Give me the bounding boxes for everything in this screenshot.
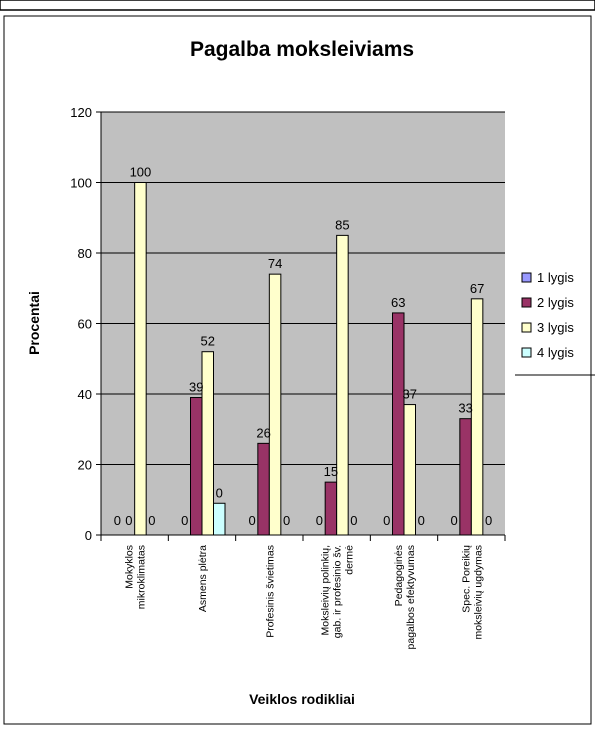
category-label-5: Spec. Poreikių moksleivių ugdymas [460, 545, 484, 640]
legend-entry-3: 4 lygis [537, 345, 574, 360]
category-label-line: Moksleivių polinkių, [320, 545, 332, 635]
legend-swatch-3 [521, 347, 532, 358]
legend-swatch-2 [521, 322, 532, 333]
bar-2-lygis-4 [392, 312, 405, 536]
category-label-3: Moksleivių polinkių, gab. ir profesinio š… [320, 545, 356, 638]
category-label-line: Asmens plėtra [197, 545, 209, 612]
data-label-3-lygis-3: 85 [335, 217, 349, 232]
data-label-3-lygis-1: 52 [201, 334, 215, 349]
category-label-line: Pedagoginės [393, 545, 405, 606]
category-label-line: pagalbos efektyvumas [405, 545, 417, 649]
data-label-4-lygis-5: 0 [485, 513, 492, 528]
data-label-1-lygis-5: 0 [450, 513, 457, 528]
bar-3-lygis-3 [336, 234, 349, 536]
category-label-0: Mokyklos mikroklimatas [124, 545, 148, 609]
data-label-1-lygis-1: 0 [181, 513, 188, 528]
data-label-3-lygis-5: 67 [470, 281, 484, 296]
data-label-2-lygis-1: 39 [189, 380, 203, 395]
bar-3-lygis-1 [201, 351, 214, 536]
data-label-1-lygis-2: 0 [248, 513, 255, 528]
category-label-line: Spec. Poreikių [460, 545, 472, 613]
category-label-2: Profesinis švietimas [264, 545, 276, 638]
legend-swatch-0 [521, 272, 532, 283]
data-label-3-lygis-4: 37 [403, 387, 417, 402]
data-label-3-lygis-2: 74 [268, 256, 282, 271]
bar-2-lygis-2 [257, 442, 270, 536]
bar-3-lygis-0 [134, 182, 147, 536]
bar-3-lygis-5 [470, 298, 484, 536]
y-tick-label-60: 60 [78, 317, 92, 332]
y-tick-label-40: 40 [78, 387, 92, 402]
category-label-line: gab. ir profesinio šv. [332, 545, 344, 638]
data-label-2-lygis-4: 63 [391, 295, 405, 310]
category-label-line: mikroklimatas [136, 545, 148, 609]
y-tick-label-120: 120 [70, 105, 92, 120]
bar-4-lygis-1 [213, 502, 226, 536]
data-label-2-lygis-5: 33 [458, 401, 472, 416]
bar-2-lygis-1 [190, 397, 203, 536]
data-label-1-lygis-0: 0 [114, 513, 121, 528]
category-label-line: moksleivių ugdymas [472, 545, 484, 640]
x-axis-label: Veiklos rodikliai [249, 691, 355, 707]
chart-title: Pagalba moksleiviams [190, 38, 414, 61]
bar-2-lygis-3 [324, 481, 338, 536]
bar-2-lygis-5 [459, 418, 472, 536]
category-label-line: Mokyklos [124, 545, 136, 589]
y-tick-label-80: 80 [78, 246, 92, 261]
category-label-line: dermė [344, 545, 356, 575]
data-label-4-lygis-0: 0 [148, 513, 155, 528]
category-label-4: Pedagoginės pagalbos efektyvumas [393, 545, 417, 649]
data-label-2-lygis-0: 0 [125, 513, 132, 528]
category-label-line: Profesinis švietimas [264, 545, 276, 638]
bar-3-lygis-4 [403, 404, 416, 536]
y-tick-label-0: 0 [85, 528, 92, 543]
data-label-3-lygis-0: 100 [130, 165, 152, 180]
data-label-1-lygis-4: 0 [383, 513, 390, 528]
category-label-1: Asmens plėtra [197, 545, 209, 612]
legend-entry-1: 2 lygis [537, 295, 574, 310]
legend-swatch-1 [521, 297, 532, 308]
y-tick-label-100: 100 [70, 176, 92, 191]
bar-3-lygis-2 [268, 273, 282, 536]
data-label-4-lygis-4: 0 [418, 513, 425, 528]
data-label-4-lygis-1: 0 [216, 485, 223, 500]
data-label-1-lygis-3: 0 [316, 513, 323, 528]
data-label-4-lygis-2: 0 [283, 513, 290, 528]
legend-entry-0: 1 lygis [537, 270, 574, 285]
top-strip [0, 0, 595, 11]
data-label-4-lygis-3: 0 [350, 513, 357, 528]
y-axis-label: Procentai [26, 291, 42, 355]
legend-entry-2: 3 lygis [537, 320, 574, 335]
data-label-2-lygis-3: 15 [324, 464, 338, 479]
y-tick-label-20: 20 [78, 458, 92, 473]
data-label-2-lygis-2: 26 [256, 425, 270, 440]
